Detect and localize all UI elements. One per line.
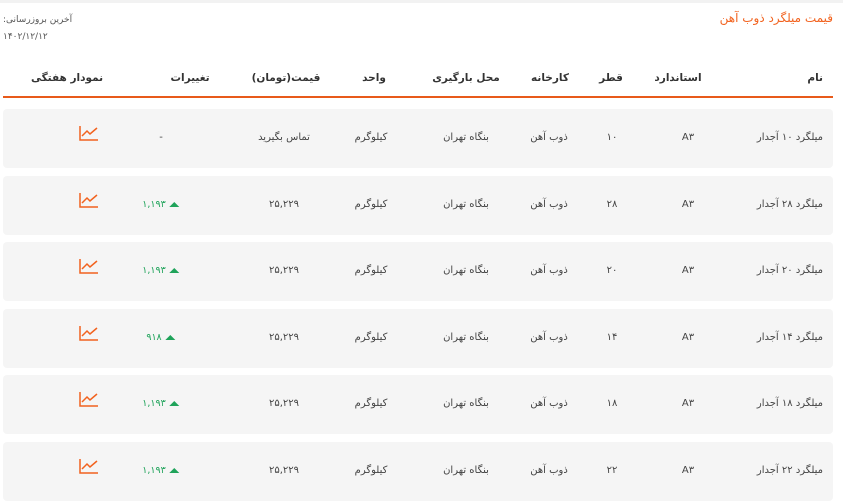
col-location: محل بارگیری bbox=[432, 72, 500, 84]
row-standard: A۳ bbox=[681, 398, 695, 409]
row-location: بنگاه تهران bbox=[443, 465, 489, 476]
row-factory: ذوب آهن bbox=[530, 265, 568, 276]
table-row[interactable]: میلگرد ۲۲ آجدار A۳ ۲۲ ذوب آهن بنگاه تهرا… bbox=[3, 442, 833, 501]
row-location: بنگاه تهران bbox=[443, 398, 489, 409]
table-row[interactable]: میلگرد ۱۰ آجدار A۳ ۱۰ ذوب آهن بنگاه تهرا… bbox=[3, 109, 833, 168]
row-name: میلگرد ۲۰ آجدار bbox=[756, 265, 823, 276]
col-price: قیمت(تومان) bbox=[251, 72, 321, 84]
row-factory: ذوب آهن bbox=[530, 465, 568, 476]
row-diameter: ۲۸ bbox=[606, 199, 618, 210]
weekly-chart-icon[interactable] bbox=[79, 258, 99, 274]
row-change-value: ۹۱۸ bbox=[146, 332, 162, 343]
row-location: بنگاه تهران bbox=[443, 332, 489, 343]
row-diameter: ۱۰ bbox=[606, 132, 618, 143]
arrow-up-icon bbox=[169, 268, 180, 273]
row-price: ۲۵,۲۲۹ bbox=[268, 398, 300, 409]
arrow-up-icon bbox=[169, 401, 180, 406]
last-update: آخرین بروزرسانی: ۱۴۰۲/۱۲/۱۲ bbox=[3, 12, 72, 46]
row-factory: ذوب آهن bbox=[530, 132, 568, 143]
row-standard: A۳ bbox=[681, 132, 695, 143]
row-unit: کیلوگرم bbox=[354, 332, 388, 343]
col-name: نام bbox=[807, 72, 823, 84]
row-price: ۲۵,۲۲۹ bbox=[268, 265, 300, 276]
row-name: میلگرد ۱۴ آجدار bbox=[756, 332, 823, 343]
table-row[interactable]: میلگرد ۱۸ آجدار A۳ ۱۸ ذوب آهن بنگاه تهرا… bbox=[3, 375, 833, 434]
row-price: ۲۵,۲۲۹ bbox=[268, 332, 300, 343]
table-row[interactable]: میلگرد ۲۸ آجدار A۳ ۲۸ ذوب آهن بنگاه تهرا… bbox=[3, 176, 833, 235]
last-update-date: ۱۴۰۲/۱۲/۱۲ bbox=[3, 32, 48, 42]
arrow-up-icon bbox=[165, 335, 176, 340]
row-change: ۱,۱۹۳ bbox=[142, 465, 180, 476]
row-diameter: ۲۲ bbox=[606, 465, 618, 476]
weekly-chart-icon[interactable] bbox=[79, 325, 99, 341]
row-unit: کیلوگرم bbox=[354, 199, 388, 210]
arrow-up-icon bbox=[169, 202, 180, 207]
row-factory: ذوب آهن bbox=[530, 398, 568, 409]
row-name: میلگرد ۲۲ آجدار bbox=[756, 465, 823, 476]
row-price: ۲۵,۲۲۹ bbox=[268, 199, 300, 210]
col-changes: تغییرات bbox=[170, 72, 210, 84]
row-change-value: ۱,۱۹۳ bbox=[142, 465, 166, 476]
last-update-label: آخرین بروزرسانی: bbox=[3, 15, 73, 25]
row-factory: ذوب آهن bbox=[530, 199, 568, 210]
weekly-chart-icon[interactable] bbox=[79, 192, 99, 208]
row-name: میلگرد ۱۸ آجدار bbox=[756, 398, 823, 409]
weekly-chart-icon[interactable] bbox=[79, 391, 99, 407]
row-unit: کیلوگرم bbox=[354, 132, 388, 143]
col-diameter: قطر bbox=[599, 72, 623, 84]
row-diameter: ۲۰ bbox=[606, 265, 618, 276]
arrow-up-icon bbox=[169, 468, 180, 473]
row-change: ۱,۱۹۳ bbox=[142, 265, 180, 276]
weekly-chart-icon[interactable] bbox=[79, 125, 99, 141]
row-name: میلگرد ۲۸ آجدار bbox=[756, 199, 823, 210]
row-standard: A۳ bbox=[681, 332, 695, 343]
row-change: ۱,۱۹۳ bbox=[142, 199, 180, 210]
top-border bbox=[0, 0, 843, 3]
row-location: بنگاه تهران bbox=[443, 132, 489, 143]
row-change-value: - bbox=[159, 132, 163, 143]
row-change: - bbox=[159, 132, 163, 143]
col-factory: کارخانه bbox=[531, 72, 569, 84]
table-header: نام استاندارد قطر کارخانه محل بارگیری وا… bbox=[3, 64, 833, 98]
row-change-value: ۱,۱۹۳ bbox=[142, 265, 166, 276]
weekly-chart-icon[interactable] bbox=[79, 458, 99, 474]
row-change-value: ۱,۱۹۳ bbox=[142, 398, 166, 409]
row-price: ۲۵,۲۲۹ bbox=[268, 465, 300, 476]
row-standard: A۳ bbox=[681, 465, 695, 476]
row-diameter: ۱۸ bbox=[606, 398, 618, 409]
col-standard: استاندارد bbox=[654, 72, 702, 84]
page-title: قیمت میلگرد ذوب آهن bbox=[719, 11, 833, 25]
row-change: ۱,۱۹۳ bbox=[142, 398, 180, 409]
row-location: بنگاه تهران bbox=[443, 199, 489, 210]
row-name: میلگرد ۱۰ آجدار bbox=[756, 132, 823, 143]
row-change-value: ۱,۱۹۳ bbox=[142, 199, 166, 210]
row-price: تماس بگیرید bbox=[258, 132, 310, 143]
row-location: بنگاه تهران bbox=[443, 265, 489, 276]
table-row[interactable]: میلگرد ۱۴ آجدار A۳ ۱۴ ذوب آهن بنگاه تهرا… bbox=[3, 309, 833, 368]
row-unit: کیلوگرم bbox=[354, 265, 388, 276]
row-unit: کیلوگرم bbox=[354, 465, 388, 476]
row-change: ۹۱۸ bbox=[146, 332, 176, 343]
row-standard: A۳ bbox=[681, 265, 695, 276]
col-unit: واحد bbox=[362, 72, 386, 84]
row-factory: ذوب آهن bbox=[530, 332, 568, 343]
row-standard: A۳ bbox=[681, 199, 695, 210]
table-row[interactable]: میلگرد ۲۰ آجدار A۳ ۲۰ ذوب آهن بنگاه تهرا… bbox=[3, 242, 833, 301]
row-diameter: ۱۴ bbox=[606, 332, 618, 343]
col-weekly-chart: نمودار هفتگی bbox=[30, 72, 104, 84]
row-unit: کیلوگرم bbox=[354, 398, 388, 409]
